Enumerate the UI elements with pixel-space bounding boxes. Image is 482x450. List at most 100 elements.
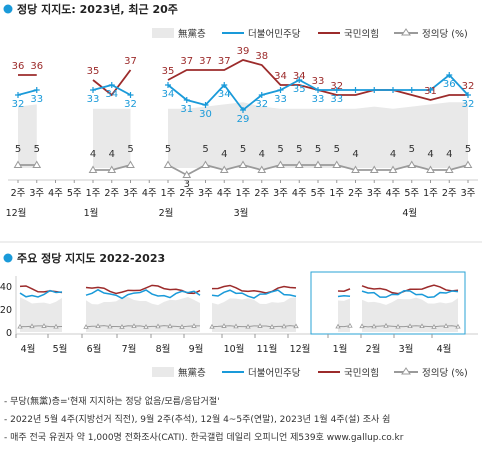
justice-value-label: 5 [34, 144, 40, 155]
note-1: - 무당(無黨)층='현재 지지하는 정당 없음/모름/응답거절' [4, 395, 220, 407]
justice-value-label: 5 [409, 144, 415, 155]
legend-dem: 더불어민주당 [248, 368, 301, 379]
justice-point [426, 165, 435, 173]
justice-point [351, 165, 360, 173]
bottom-month-label: 5월 [53, 343, 68, 355]
top-week-label: 4주 [217, 188, 232, 199]
justice-point [347, 322, 353, 328]
justice-point [359, 323, 365, 329]
justice-point [294, 160, 304, 168]
none-area [212, 297, 296, 332]
justice-value-label: 5 [277, 144, 283, 155]
top-week-label: 5주 [311, 188, 326, 199]
justice-point [238, 160, 248, 168]
ppp-line [85, 284, 201, 295]
top-week-label: 2주 [11, 188, 26, 199]
legend-justice: 정의당 (%) [422, 368, 468, 379]
ppp-value-label: 37 [180, 56, 193, 67]
justice-point [431, 323, 437, 329]
legend-justice: 정의당 (%) [422, 29, 468, 40]
bottom-month-label: 6월 [87, 343, 102, 355]
legend-swatch-none [152, 28, 174, 38]
ppp-value-label: 36 [30, 61, 43, 72]
dem-line [85, 288, 201, 300]
dem-line [19, 289, 63, 298]
justice-point [407, 323, 413, 329]
top-week-label: 5주 [404, 188, 419, 199]
justice-point [182, 170, 192, 178]
bottom-month-label: 9월 [189, 343, 204, 355]
justice-point [201, 160, 210, 168]
justice-point [126, 160, 135, 168]
top-month-label: 3월 [234, 207, 249, 219]
top-week-label: 1주 [86, 188, 101, 199]
justice-point [32, 160, 42, 168]
ppp-value-label: 31 [424, 86, 437, 97]
dem-line [211, 289, 297, 299]
justice-point [191, 323, 197, 328]
dem-line [337, 294, 351, 298]
dem-point [90, 87, 96, 93]
dem-point [465, 92, 471, 98]
justice-value-label: 4 [390, 149, 396, 160]
top-week-label: 1주 [423, 188, 438, 199]
justice-point [257, 165, 267, 173]
justice-point [371, 323, 377, 329]
justice-point [131, 323, 137, 328]
justice-point [395, 323, 401, 329]
justice-value-label: 5 [240, 144, 246, 155]
justice-value-label: 4 [259, 149, 265, 160]
none-area [338, 298, 350, 332]
ppp-value-label: 34 [293, 71, 306, 82]
justice-point [313, 160, 323, 168]
justice-value-label: 3 [184, 179, 190, 190]
justice-point [221, 323, 227, 328]
justice-point [41, 323, 47, 328]
dem-value-label: 32 [12, 99, 25, 110]
ppp-value-label: 33 [312, 76, 325, 87]
ppp-value-label: 38 [255, 51, 268, 62]
footnotes: - 무당(無黨)층='현재 지지하는 정당 없음/모름/응답거절' - 2022… [4, 395, 404, 443]
justice-point [463, 160, 473, 168]
none-area [93, 108, 131, 168]
bottom-month-label: 2월 [366, 343, 381, 355]
justice-point [281, 323, 287, 329]
justice-point [53, 323, 59, 329]
ppp-value-label: 39 [237, 46, 250, 57]
ppp-value-label: 35 [87, 66, 100, 77]
justice-point [332, 160, 342, 168]
dem-point [15, 92, 21, 98]
ppp-value-label: 34 [274, 71, 287, 82]
justice-point [17, 323, 23, 329]
bottom-legend: 無黨층 더불어민주당 국민의힘 정의당 (%) [152, 367, 468, 379]
top-week-label: 3주 [198, 188, 213, 199]
dem-point [202, 102, 209, 108]
dem-value-label: 30 [199, 109, 212, 120]
justice-point [407, 160, 417, 168]
dem-value-label: 34 [218, 89, 231, 100]
justice-point [88, 165, 98, 173]
top-week-label: 2주 [254, 188, 269, 199]
dem-point [352, 87, 359, 93]
dem-value-label: 32 [255, 99, 268, 110]
top-week-label: 2주 [348, 188, 363, 199]
justice-point [455, 323, 461, 329]
dem-line [361, 289, 459, 299]
bottom-y-tick: 0 [6, 328, 12, 339]
dem-value-label: 35 [293, 84, 306, 95]
note-3: - 매주 전국 유권자 약 1,000명 전화조사(CATI). 한국갤럽 데일… [4, 431, 404, 443]
justice-value-label: 4 [109, 149, 115, 160]
top-week-label: 4주 [142, 188, 157, 199]
dem-value-label: 33 [312, 94, 325, 105]
legend-ppp: 국민의힘 [344, 368, 379, 379]
justice-line [337, 325, 351, 328]
note-2: - 2022년 5월 4주(지방선거 직전), 9월 2주(추석), 12월 4… [4, 413, 390, 425]
legend-none: 無黨층 [178, 367, 206, 379]
justice-point [293, 323, 299, 329]
top-week-label: 1주 [329, 188, 344, 199]
dem-value-label: 33 [87, 94, 100, 105]
dem-line [17, 89, 37, 96]
top-week-label: 4주 [292, 188, 307, 199]
